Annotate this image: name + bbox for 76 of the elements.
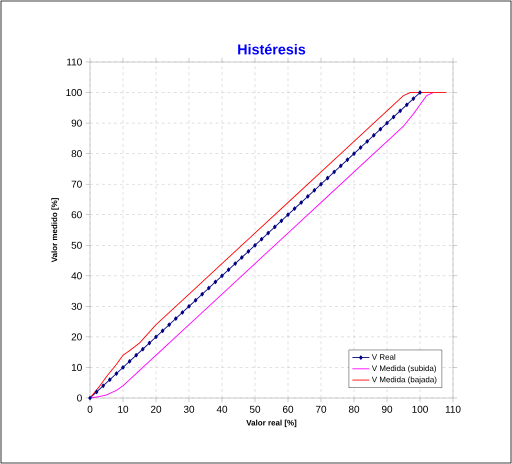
point	[372, 133, 376, 138]
x-tick-label: 10	[118, 406, 128, 413]
point	[286, 212, 290, 217]
point	[194, 298, 198, 302]
y-tick-label: 80	[72, 150, 82, 158]
point	[306, 194, 310, 199]
point	[378, 126, 382, 132]
chart-title: Histéresis	[238, 44, 306, 54]
point	[358, 145, 362, 150]
y-tick-label: 40	[71, 272, 82, 280]
point	[273, 224, 277, 230]
y-tick-label: 110	[67, 58, 82, 66]
y-tick-label: 100	[66, 89, 82, 96]
point	[266, 230, 270, 236]
x-tick-label: 90	[382, 406, 392, 413]
point	[167, 322, 171, 327]
point	[280, 218, 284, 224]
y-tick-label: 10	[72, 364, 82, 371]
point	[312, 188, 316, 193]
point	[405, 102, 409, 108]
point	[207, 286, 211, 290]
y-tick-label: 90	[72, 120, 82, 127]
x-tick-label: 40	[216, 406, 228, 413]
point	[226, 267, 230, 272]
point	[214, 280, 218, 284]
x-tick-label: 30	[184, 406, 194, 413]
x-tick-label: 50	[250, 406, 260, 413]
x-tick-label: 20	[150, 406, 162, 413]
point	[392, 114, 396, 120]
x-tick-label: 0	[88, 406, 92, 413]
point	[94, 390, 98, 394]
point	[352, 151, 356, 156]
point	[319, 182, 323, 186]
point	[385, 120, 389, 126]
x-tick-label: 60	[282, 406, 294, 413]
point	[326, 176, 330, 180]
point	[292, 206, 296, 211]
y-tick-label: 30	[72, 302, 82, 310]
point	[154, 334, 158, 340]
point	[148, 340, 152, 346]
point	[253, 243, 257, 248]
x-tick-label: 100	[412, 406, 428, 413]
point	[187, 304, 191, 309]
y-tick-label: 50	[72, 242, 82, 249]
point	[160, 328, 164, 334]
x-tick-label: 110	[446, 406, 461, 413]
x-tick-label: 70	[316, 406, 326, 413]
point	[246, 249, 250, 254]
point	[114, 371, 118, 376]
point	[180, 310, 184, 315]
point	[299, 200, 303, 205]
y-tick-label: 70	[72, 180, 82, 188]
point	[346, 158, 350, 162]
point	[412, 96, 416, 101]
point	[200, 292, 204, 296]
point	[260, 236, 264, 242]
point	[174, 316, 178, 321]
point	[365, 139, 369, 144]
y-tick-label: 20	[72, 333, 82, 340]
y-tick-label: 60	[72, 211, 82, 218]
point	[128, 359, 132, 364]
x-tick-label: 80	[348, 406, 360, 413]
point	[134, 352, 138, 358]
point	[108, 377, 112, 382]
point	[332, 170, 336, 174]
point	[339, 164, 343, 168]
point	[121, 365, 125, 370]
point	[220, 274, 224, 278]
point	[418, 90, 422, 95]
point	[88, 396, 92, 400]
y-tick-label: 0	[77, 394, 82, 402]
point	[233, 261, 237, 266]
point	[398, 108, 402, 114]
point	[101, 384, 105, 388]
point	[141, 346, 145, 352]
point	[240, 255, 244, 260]
